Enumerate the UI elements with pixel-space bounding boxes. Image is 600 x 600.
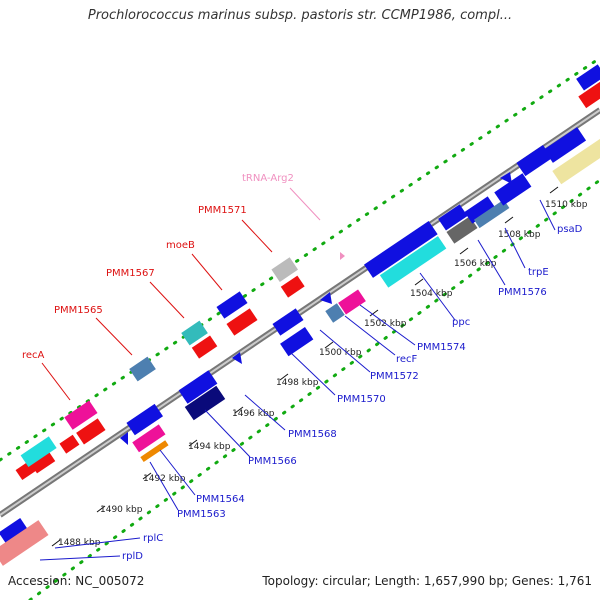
gene-label-tRNA-Arg2[interactable]: tRNA-Arg2 (242, 173, 294, 184)
tick-label: 1500 kbp (319, 348, 362, 358)
gene-features (0, 64, 600, 566)
tick-label: 1494 kbp (188, 442, 231, 452)
gene-feature (516, 144, 552, 177)
rplC-gene[interactable] (0, 520, 49, 566)
gene-label-PMM1576[interactable]: PMM1576 (498, 287, 547, 298)
genome-backbone (0, 107, 600, 518)
gene-feature (494, 173, 532, 206)
tick-label: 1496 kbp (232, 409, 275, 419)
tick-label: 1492 kbp (143, 474, 186, 484)
tick-marks (51, 186, 559, 547)
tick-label: 1508 kbp (498, 230, 541, 240)
tick-label: 1488 kbp (58, 538, 101, 548)
inner-tick-ring (28, 178, 600, 600)
gene-feature (232, 352, 242, 364)
gene-label-PMM1565[interactable]: PMM1565 (54, 305, 103, 316)
gene-label-recA[interactable]: recA (22, 350, 45, 361)
gene-label-PMM1566[interactable]: PMM1566 (248, 456, 297, 467)
gene-label-PMM1564[interactable]: PMM1564 (196, 494, 245, 505)
gene-feature (464, 196, 496, 224)
gene-feature (578, 81, 600, 109)
gene-label-rplD[interactable]: rplD (122, 551, 143, 562)
PMM1567-gene[interactable] (181, 320, 208, 346)
gene-label-PMM1574[interactable]: PMM1574 (417, 342, 466, 353)
trpE-gene[interactable] (473, 199, 510, 229)
gene-label-ppc[interactable]: ppc (452, 317, 470, 328)
gene-label-rplC[interactable]: rplC (143, 533, 163, 544)
gene-labels: recA PMM1565 PMM1567 moeB PMM1571 tRNA-A… (22, 173, 583, 562)
gene-feature (120, 432, 128, 445)
gene-feature (191, 335, 218, 359)
label-leaders (39, 187, 556, 561)
gene-feature (59, 434, 80, 454)
gene-label-PMM1571[interactable]: PMM1571 (198, 205, 247, 216)
gene-label-PMM1568[interactable]: PMM1568 (288, 429, 337, 440)
map-title: Prochlorococcus marinus subsp. pastoris … (87, 8, 513, 23)
gene-label-PMM1563[interactable]: PMM1563 (177, 509, 226, 520)
tick-label: 1490 kbp (100, 505, 143, 515)
PMM1574-gene[interactable] (364, 220, 438, 278)
gene-feature (500, 172, 512, 184)
PMM1572-gene[interactable] (325, 303, 345, 323)
recA-gene[interactable] (64, 400, 98, 430)
tick-label: 1498 kbp (276, 378, 319, 388)
gene-feature (226, 308, 258, 336)
gene-feature (280, 275, 305, 298)
PMM1565-gene[interactable] (129, 356, 156, 382)
gene-feature (140, 440, 169, 463)
PMM1570-gene[interactable] (280, 326, 314, 357)
gene-feature (576, 64, 600, 91)
recF-gene[interactable] (338, 289, 366, 315)
gene-feature (20, 436, 57, 468)
gene-label-PMM1570[interactable]: PMM1570 (337, 394, 386, 405)
moeB-gene[interactable] (216, 291, 248, 319)
gene-feature (76, 418, 106, 445)
gene-label-moeB[interactable]: moeB (166, 240, 195, 251)
PMM1563-gene[interactable] (132, 424, 166, 453)
gene-label-psaD[interactable]: psaD (557, 224, 583, 235)
gene-feature (30, 451, 56, 474)
tRNA-Arg2-gene[interactable] (340, 252, 345, 260)
gene-label-trpE[interactable]: trpE (528, 267, 549, 278)
tick-label: 1504 kbp (410, 289, 453, 299)
gene-label-PMM1567[interactable]: PMM1567 (106, 268, 155, 279)
accession-footer: Accession: NC_005072 (8, 574, 145, 588)
gene-label-PMM1572[interactable]: PMM1572 (370, 371, 419, 382)
gene-label-recF[interactable]: recF (396, 354, 418, 365)
PMM1571-gene[interactable] (271, 257, 299, 282)
gene-feature (552, 137, 600, 185)
gene-feature (320, 292, 332, 304)
gene-feature (0, 518, 28, 544)
PMM1564-gene[interactable] (126, 403, 164, 436)
ppc-gene[interactable] (379, 236, 447, 288)
genome-summary-footer: Topology: circular; Length: 1,657,990 bp… (262, 574, 592, 588)
psaD-gene[interactable] (543, 127, 587, 163)
tick-label: 1510 kbp (545, 200, 588, 210)
PMM1576-gene[interactable] (446, 216, 478, 244)
tick-label: 1506 kbp (454, 259, 497, 269)
PMM1566-gene[interactable] (178, 370, 218, 404)
gene-feature (438, 204, 468, 231)
PMM1568-gene[interactable] (184, 385, 226, 421)
gene-feature (272, 308, 304, 336)
